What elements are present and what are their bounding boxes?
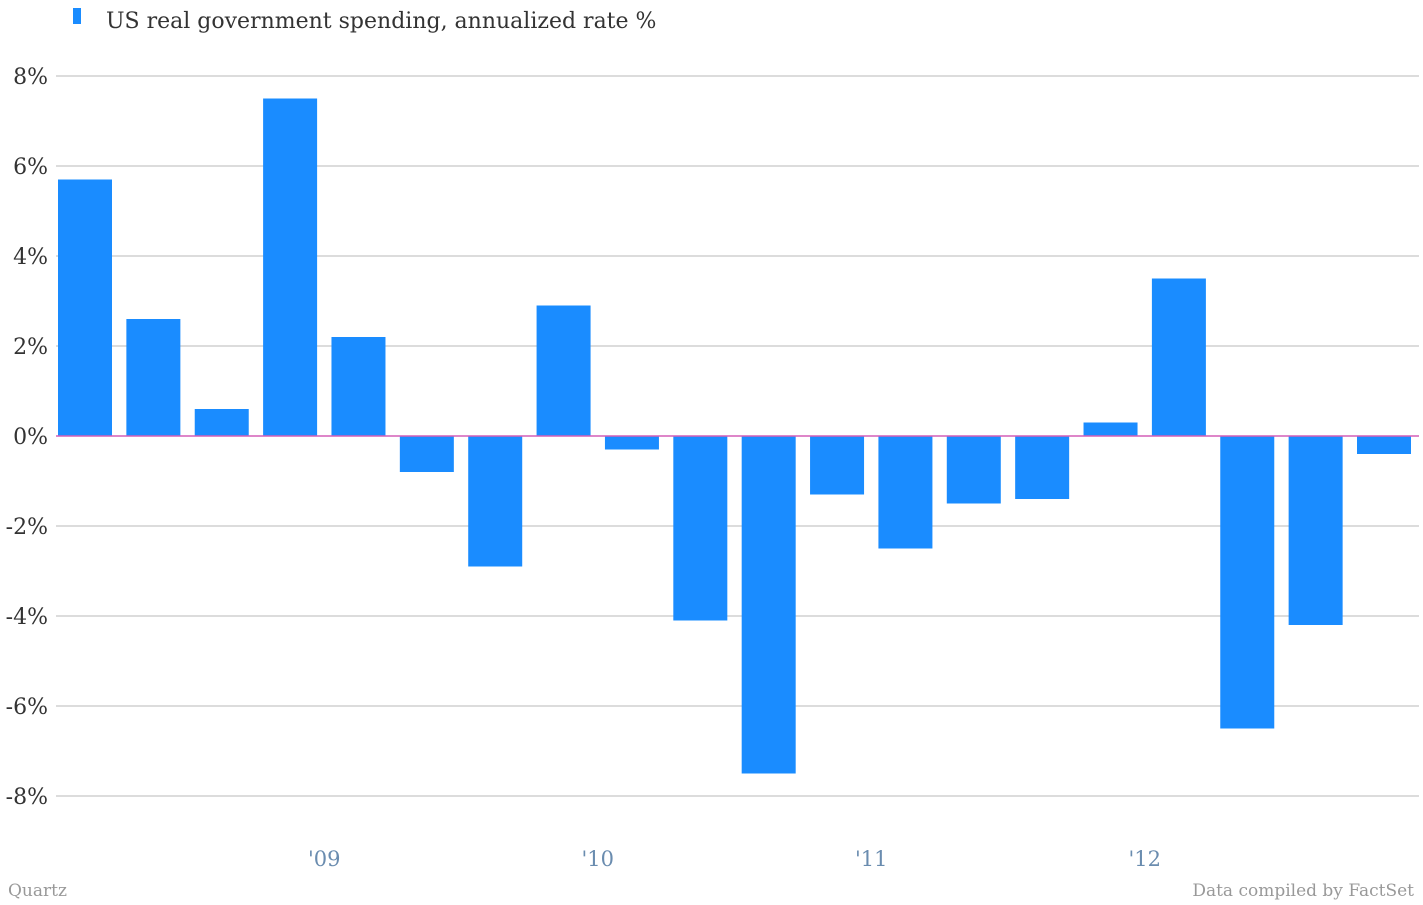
bar <box>673 436 728 621</box>
bars <box>58 98 1411 774</box>
x-tick-label: '10 <box>582 847 615 871</box>
legend-swatch <box>73 8 81 24</box>
legend: US real government spending, annualized … <box>73 8 656 34</box>
bar <box>1357 436 1411 454</box>
y-tick-label: -2% <box>6 515 48 540</box>
legend-label: US real government spending, annualized … <box>106 9 656 34</box>
bar <box>1083 422 1138 436</box>
bar <box>1151 278 1206 436</box>
bar <box>263 98 318 436</box>
bar <box>58 179 112 436</box>
x-tick-label: '12 <box>1128 847 1161 871</box>
bar <box>468 436 523 567</box>
bar <box>194 409 249 436</box>
y-axis-tick-labels: 8% 6% 4% 2% 0% -2% -4% -6% -8% <box>6 65 48 810</box>
y-tick-label: 4% <box>13 245 48 270</box>
bar <box>946 436 1001 504</box>
y-tick-label: -4% <box>6 605 48 630</box>
y-tick-label: -6% <box>6 695 48 720</box>
y-tick-label: 0% <box>13 425 48 450</box>
y-tick-label: 2% <box>13 335 48 360</box>
bar <box>1288 436 1343 625</box>
source-left: Quartz <box>8 881 67 901</box>
x-tick-label: '09 <box>308 847 341 871</box>
x-tick-label: '11 <box>855 847 888 871</box>
y-tick-label: -8% <box>6 785 48 810</box>
y-tick-label: 8% <box>13 65 48 90</box>
x-axis-tick-labels: '09 '10 '11 '12 <box>308 847 1161 871</box>
source-right: Data compiled by FactSet <box>1192 881 1414 901</box>
y-tick-label: 6% <box>13 155 48 180</box>
bar <box>1220 436 1275 729</box>
bar <box>1015 436 1070 499</box>
bar <box>741 436 796 774</box>
bar <box>399 436 454 472</box>
bar <box>604 436 659 450</box>
bar <box>536 305 591 436</box>
bar <box>810 436 865 495</box>
bar <box>878 436 933 549</box>
bar <box>126 319 181 436</box>
bar <box>331 337 386 436</box>
